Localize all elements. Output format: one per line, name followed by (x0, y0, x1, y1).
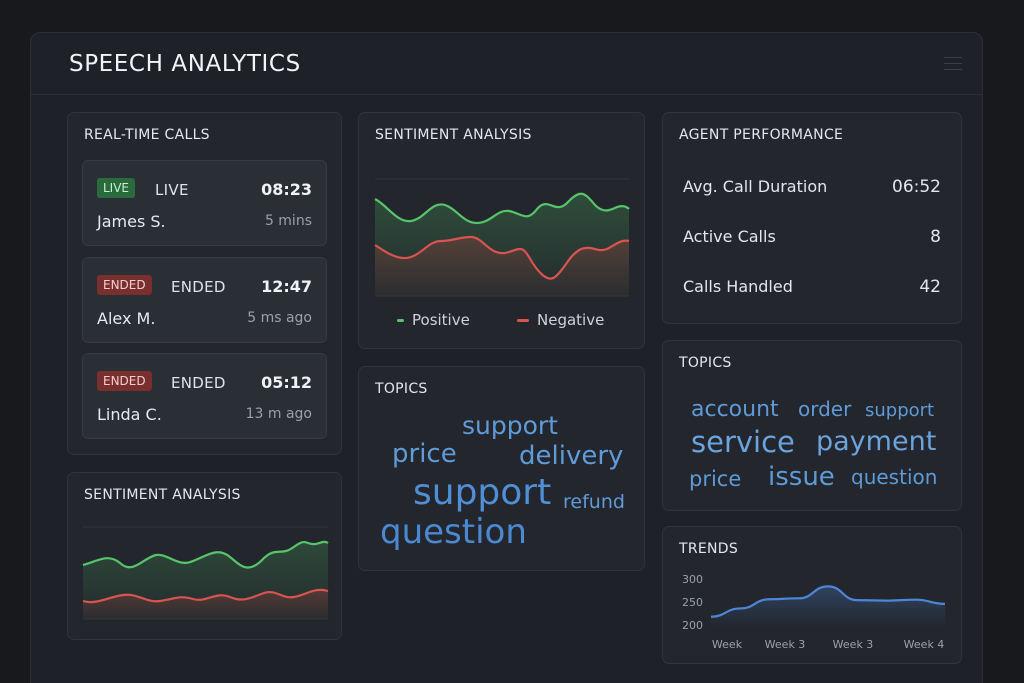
sentiment-small-chart (82, 526, 329, 620)
agent-performance-panel: AGENT PERFORMANCE Avg. Call Duration 06:… (662, 112, 962, 324)
topic-word[interactable]: question (380, 512, 527, 552)
trend-area (711, 586, 945, 625)
sentiment-chart (374, 178, 630, 297)
app-title: SPEECH ANALYTICS (69, 51, 301, 77)
panel-title: REAL-TIME CALLS (84, 127, 210, 143)
call-time: 05:12 (261, 373, 312, 392)
negative-area (375, 237, 629, 296)
topics-right-panel: TOPICS account order support service pay… (662, 340, 962, 511)
call-duration: 13 m ago (245, 406, 312, 422)
topic-word[interactable]: order (798, 397, 852, 421)
live-badge: LIVE (97, 178, 136, 198)
call-time: 08:23 (261, 180, 312, 199)
caller-name: Linda C. (97, 405, 162, 424)
call-status: ENDED (171, 374, 226, 392)
panel-title: TOPICS (375, 381, 428, 397)
metric-label: Avg. Call Duration (683, 177, 828, 196)
topic-word[interactable]: account (691, 397, 779, 422)
y-tick-label: 300 (682, 573, 703, 586)
legend-label: Negative (537, 311, 605, 329)
call-card[interactable]: LIVE LIVE 08:23 James S. 5 mins (82, 160, 327, 246)
caller-name: Alex M. (97, 309, 156, 328)
negative-area (83, 589, 328, 619)
metric-value: 06:52 (892, 177, 941, 197)
legend-label: Positive (412, 311, 470, 329)
trend-line (710, 585, 946, 618)
topic-word[interactable]: support (413, 472, 552, 513)
trends-chart: 300 250 200 Week Week 3 Week 3 Week 4 (682, 573, 946, 651)
topics-center-panel: TOPICS support price delivery support re… (358, 366, 645, 571)
topic-word[interactable]: support (462, 411, 558, 440)
trends-panel: TRENDS 300 250 200 Week Week 3 Week 3 Week 4 (662, 526, 962, 664)
metric-label: Calls Handled (683, 277, 793, 296)
y-tick-label: 200 (682, 619, 703, 632)
positive-line (82, 540, 329, 569)
topic-word[interactable]: support (865, 400, 935, 421)
positive-line (374, 192, 630, 225)
app-header: SPEECH ANALYTICS (31, 33, 982, 95)
panel-title: AGENT PERFORMANCE (679, 127, 844, 143)
negative-line (374, 235, 630, 280)
positive-dot-icon (397, 319, 404, 322)
sentiment-small-panel: SENTIMENT ANALYSIS (67, 472, 342, 640)
metric-value: 42 (919, 277, 941, 297)
ended-badge: ENDED (97, 275, 152, 295)
metric-label: Active Calls (683, 227, 776, 246)
topic-word[interactable]: payment (816, 426, 937, 457)
x-tick-label: Week (712, 638, 743, 651)
ended-badge: ENDED (97, 371, 152, 391)
call-time: 12:47 (261, 277, 312, 296)
negative-line (82, 588, 329, 604)
realtime-calls-panel: REAL-TIME CALLS LIVE LIVE 08:23 James S.… (67, 112, 342, 455)
topic-word[interactable]: service (691, 425, 795, 459)
call-card[interactable]: ENDED ENDED 12:47 Alex M. 5 ms ago (82, 257, 327, 343)
legend-negative[interactable]: Negative (517, 311, 604, 329)
legend-positive[interactable]: Positive (397, 311, 470, 329)
topic-word[interactable]: issue (768, 462, 835, 492)
topic-word[interactable]: delivery (519, 441, 624, 471)
metric-value: 8 (930, 227, 941, 247)
x-tick-label: Week 4 (904, 638, 945, 651)
panel-title: SENTIMENT ANALYSIS (84, 487, 241, 503)
y-tick-label: 250 (682, 596, 703, 609)
negative-dot-icon (517, 319, 529, 322)
topic-word[interactable]: question (851, 465, 938, 489)
x-tick-label: Week 3 (833, 638, 874, 651)
sentiment-panel: SENTIMENT ANALYSIS Positive Negative (358, 112, 645, 349)
call-duration: 5 mins (264, 213, 312, 229)
call-status: ENDED (171, 278, 226, 296)
x-tick-label: Week 3 (765, 638, 806, 651)
call-card[interactable]: ENDED ENDED 05:12 Linda C. 13 m ago (82, 353, 327, 439)
caller-name: James S. (97, 212, 166, 231)
topic-word[interactable]: refund (563, 491, 625, 513)
menu-icon[interactable] (944, 57, 962, 71)
call-status: LIVE (155, 181, 189, 199)
panel-title: SENTIMENT ANALYSIS (375, 127, 532, 143)
panel-title: TRENDS (679, 541, 739, 557)
topic-word[interactable]: price (392, 439, 457, 469)
topic-word[interactable]: price (689, 467, 742, 491)
panel-title: TOPICS (679, 355, 732, 371)
call-duration: 5 ms ago (247, 310, 312, 326)
